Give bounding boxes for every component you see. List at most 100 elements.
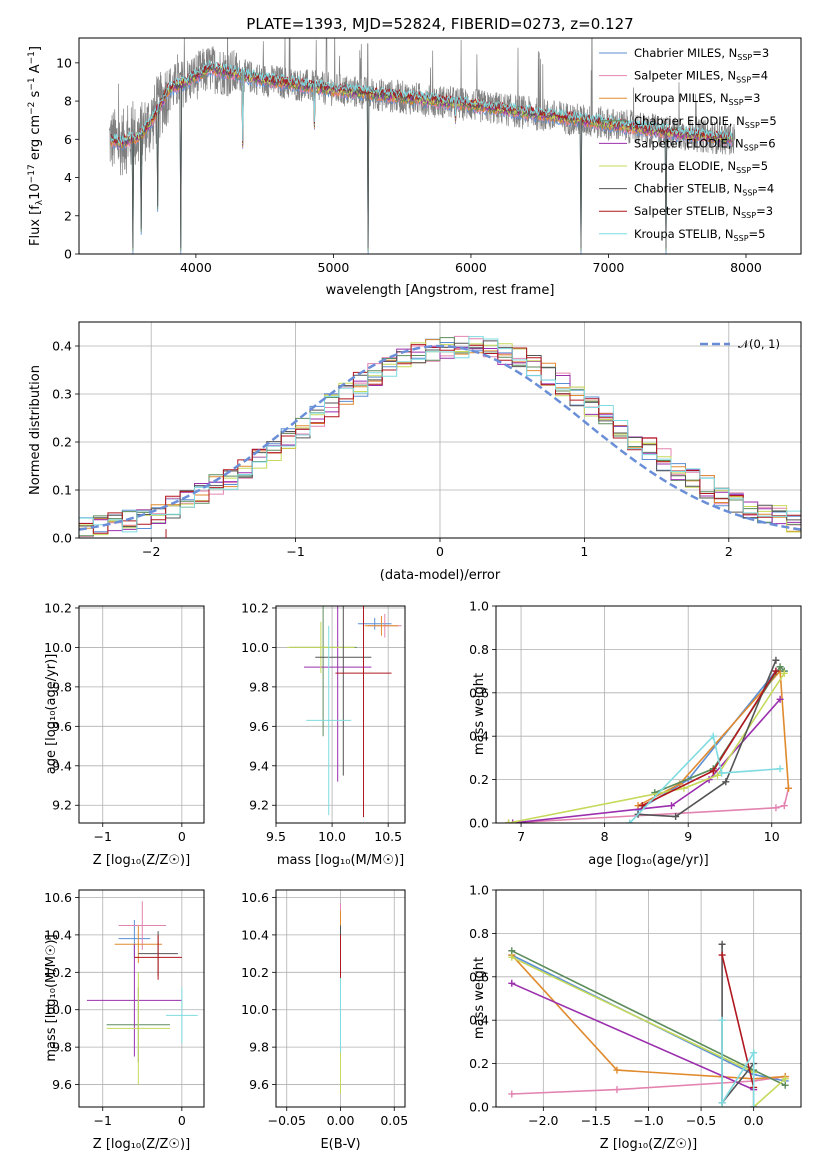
x-tick-label: 7 [517,829,525,844]
x-axis-label: Z [log₁₀(Z/Z☉)] [600,1137,697,1152]
series-marker [776,695,784,703]
y-axis-label: Normed distribution [28,365,43,495]
y-tick-label: 10.6 [241,890,269,905]
x-tick-label: 2 [725,544,733,559]
legend-label: Salpeter MILES, N [634,69,736,83]
y-tick-label: 0.3 [52,387,72,402]
x-axis-label: (data-model)/error [380,568,501,583]
x-tick-label: −1 [94,1113,112,1128]
mass-weight-vs-age-panel: 7 8 9 10 0.0 0.2 0.4 0.6 0.8 1.0 age [log₁₀(age/yr… [469,599,802,868]
y-tick-label: 9.6 [249,1077,269,1092]
error-bars [287,606,402,818]
y-tick-label: 9.8 [249,679,269,694]
x-tick-label: 8 [601,829,609,844]
y-label-part: λ [35,199,45,205]
series-line-2 [511,1075,786,1095]
series-line-8 [721,954,755,1088]
residual-histogram-panel: −2 −1 0 1 2 0.0 0.1 0.2 0.3 0.4 𝒩(0, 1) (data-model… [28,321,802,583]
mass-weight-lines [505,656,792,823]
y-label-part: s [28,90,43,101]
y-tick-label: 9.8 [52,1040,72,1055]
legend-label: Chabrier MILES, N [634,46,737,60]
series-marker [672,812,680,820]
x-axis-label: E(B-V) [320,1137,360,1152]
y-tick-label: 1.0 [469,599,489,614]
legend-entry: Kroupa MILES, NSSP=3 [634,91,760,107]
legend-sub: SSP [729,98,744,107]
series-marker [651,789,659,797]
legend-value: =4 [757,182,774,196]
y-tick-label: 9.2 [52,798,72,813]
y-label-part: −1 [27,51,37,64]
x-tick-label: 5000 [318,260,350,275]
x-tick-label: 10.5 [374,829,402,844]
error-bars [165,529,167,538]
axes-frame [78,605,205,824]
series-marker [508,979,516,987]
age-vs-metallicity-panel: −1 0 9.2 9.4 9.6 9.8 10.0 10.2 Z [log₁₀(Z/Z☉)] ag… [44,529,205,868]
y-tick-label: 9.4 [52,758,72,773]
legend-value: =3 [752,46,769,60]
y-tick-label: 9.6 [249,719,269,734]
spectrum-lines [108,38,736,254]
series-marker [772,804,780,812]
y-label-part: −17 [27,164,37,183]
series-marker [781,1081,789,1089]
x-axis-label: mass [log₁₀(M/M☉)] [277,853,404,868]
series-line-8 [641,670,777,807]
mass-vs-reddening-panel: −0.05 0.00 0.05 9.6 9.8 10.0 10.2 10.4 10.6 E(B-V… [241,889,408,1152]
legend-sub: SSP [734,234,749,243]
legend-value: =5 [751,159,768,173]
legend-label: Salpeter ELODIE, N [634,136,744,150]
legend-sub: SSP [741,211,756,220]
y-tick-label: 10.2 [44,965,72,980]
y-tick-label: 10.4 [241,927,269,942]
series-marker [508,947,516,955]
y-tick-label: 10.0 [241,640,269,655]
x-tick-label: 1 [580,544,588,559]
y-tick-label: 0.2 [469,772,489,787]
legend-entry: 𝒩(0, 1) [738,337,780,351]
spectrum-panel: 4000 5000 6000 7000 8000 0 2 4 6 8 10 Chabrier MILE… [27,37,802,298]
axes-frame [78,37,802,255]
legend-label: Salpeter STELIB, N [634,204,741,218]
series-line-3 [637,669,790,807]
x-tick-label: 9 [684,829,692,844]
y-axis-label: Flux [fλ10−17 erg cm−2 s−1 A−1] [27,46,45,246]
y-tick-label: 10.0 [44,640,72,655]
model-spectrum-9 [110,59,733,144]
y-tick-label: 10.0 [44,1002,72,1017]
legend-value: =5 [749,227,766,241]
x-axis-label: Z [log₁₀(Z/Z☉)] [93,853,190,868]
y-tick-label: 0.1 [52,483,72,498]
legend-label: Kroupa STELIB, N [634,227,734,241]
y-tick-label: 0.4 [52,339,72,354]
x-tick-label: 0.05 [380,1113,408,1128]
mass-weight-lines [508,940,789,1107]
series-line-7 [638,659,777,818]
y-tick-label: 1.0 [469,883,489,898]
series-marker [709,732,717,740]
y-axis-label: mass weight [472,957,487,1039]
chart-title: PLATE=1393, MJD=52824, FIBERID=0273, z=0… [246,15,633,33]
series-marker [613,1086,621,1094]
series-marker [713,771,721,779]
series-marker [508,1090,516,1098]
series-marker [780,802,788,810]
series-line-2 [508,788,790,823]
series-marker [750,1049,758,1057]
y-tick-label: 0 [64,247,72,262]
axes-frame [275,605,406,824]
x-tick-label: 6000 [455,260,487,275]
series-marker [772,667,780,675]
y-tick-label: 10.4 [44,927,72,942]
x-tick-label: 0 [178,1113,186,1128]
x-tick-label: 0.00 [327,1113,355,1128]
legend-entry: Salpeter MILES, NSSP=4 [634,69,768,85]
legend-entry: Kroupa ELODIE, NSSP=5 [634,159,768,175]
y-label-part: erg cm [28,115,43,164]
x-tick-label: −0.5 [686,1113,716,1128]
series-line-5 [512,698,781,823]
x-tick-label: 0 [178,829,186,844]
